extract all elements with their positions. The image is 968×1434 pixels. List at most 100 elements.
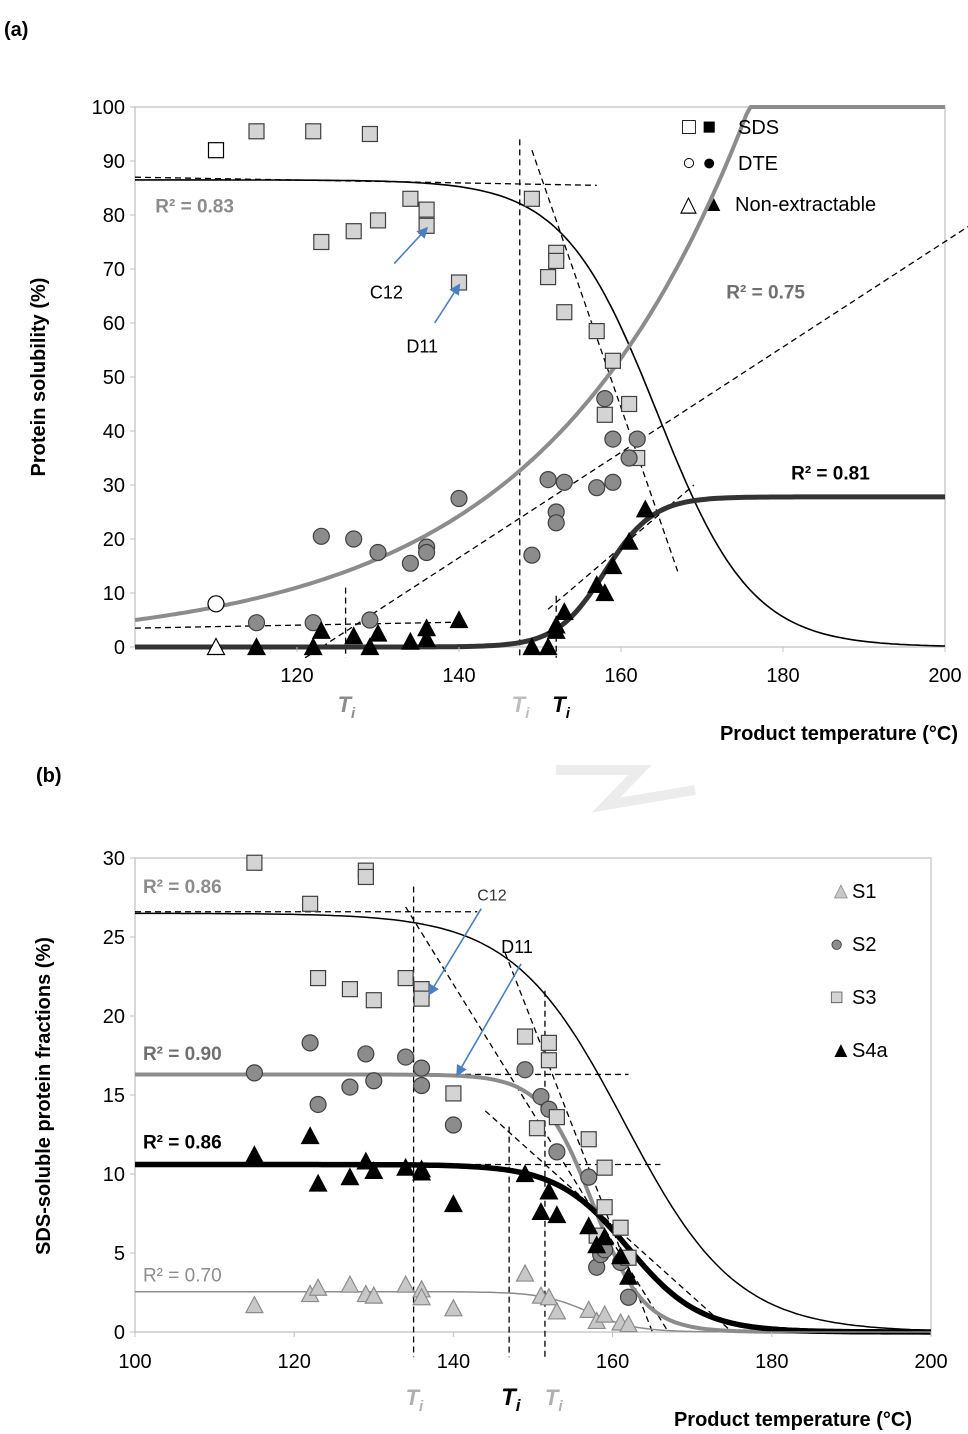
x-tick-label: 180	[766, 665, 799, 687]
circle-marker	[345, 530, 363, 548]
callout-arrow	[434, 283, 461, 324]
x-tick-label: 140	[437, 1351, 470, 1373]
y-tick-label: 100	[92, 97, 125, 119]
circle-marker	[596, 390, 614, 408]
y-tick-label: 5	[114, 1243, 125, 1265]
triangle-marker	[603, 556, 623, 575]
triangle-marker	[368, 623, 388, 642]
square-marker	[361, 125, 378, 143]
annotation-label: C12	[477, 888, 506, 905]
fit-curve	[135, 912, 932, 1332]
circle-marker	[341, 1078, 359, 1096]
square-marker	[596, 406, 613, 423]
square-marker	[418, 217, 435, 234]
legend-a-symbols-2: △ ▲	[680, 191, 725, 216]
y-axis-title-a: Protein solubility (%)	[28, 278, 50, 477]
panel-b: (b) R² = 0.86 R² = 0.90 R² = 0.86 R² = 0.70…	[33, 765, 948, 1431]
fit-curve	[135, 494, 945, 650]
guide-line	[504, 952, 654, 1333]
triangle-marker	[396, 1274, 416, 1293]
circle-marker	[309, 1095, 327, 1114]
square-marker	[612, 1219, 629, 1236]
square-marker	[516, 1028, 534, 1045]
triangle-marker	[546, 615, 566, 634]
panel-a: (a) R² = 0.83 R² = 0.75 R² = 0.81 C12 D11 0 1…	[4, 19, 968, 745]
ti-label: Ti	[552, 692, 570, 722]
guide-lines-b	[135, 886, 733, 1358]
triangle-marker	[619, 531, 639, 550]
circle-marker	[620, 449, 638, 467]
x-tick-label: 160	[604, 665, 637, 687]
triangle-marker	[412, 1162, 432, 1181]
triangle-marker	[400, 631, 420, 650]
square-marker	[413, 990, 430, 1007]
y-tick-label: 60	[103, 313, 125, 335]
guide-line	[134, 621, 460, 629]
square-marker	[369, 212, 387, 229]
circle-marker	[247, 614, 266, 632]
triangle-marker	[340, 1167, 360, 1186]
triangle-marker	[412, 1287, 432, 1306]
triangle-marker	[539, 1181, 559, 1200]
circle-marker	[365, 1072, 383, 1090]
legend-b-symbol-3: ▲	[830, 1037, 852, 1062]
square-marker	[402, 190, 419, 207]
panel-label-b: (b)	[36, 765, 62, 787]
circle-marker	[357, 1045, 375, 1063]
triangle-marker	[449, 610, 469, 629]
square-marker	[556, 304, 573, 321]
triangle-marker	[635, 499, 655, 518]
triangle-marker	[443, 1298, 463, 1317]
y-axis-title-b: SDS-soluble protein fractions (%)	[33, 937, 55, 1255]
y-tick-label: 20	[103, 529, 125, 551]
legend-a-label-0: SDS	[738, 117, 779, 139]
circle-marker	[361, 611, 379, 629]
annotation-label: D11	[501, 937, 533, 957]
triangle-marker	[619, 1314, 639, 1333]
y-tick-label: 0	[114, 1322, 125, 1344]
y-tick-label: 30	[103, 848, 125, 870]
triangle-marker	[308, 1277, 328, 1296]
legend-b-label-3: S4a	[852, 1040, 888, 1062]
triangle-marker	[554, 602, 574, 621]
square-marker	[341, 981, 359, 998]
triangle-marker	[587, 575, 607, 594]
legend-b-symbol-2: ■	[830, 984, 843, 1009]
annotation-label: R² = 0.86	[143, 877, 222, 898]
y-tick-label: 50	[103, 367, 125, 389]
arrows-b	[428, 908, 522, 1077]
annotations-b: R² = 0.86 R² = 0.90 R² = 0.86 R² = 0.70 C12 D…	[143, 877, 533, 1287]
y-tick-label: 10	[103, 583, 125, 605]
circle-marker	[450, 489, 468, 508]
circle-marker	[401, 554, 419, 572]
circle-marker	[397, 1048, 415, 1066]
square-marker	[580, 1131, 597, 1148]
y-tick-label: 10	[103, 1164, 125, 1186]
triangle-marker	[547, 1205, 567, 1224]
triangle-marker	[579, 1300, 599, 1318]
triangle-marker	[340, 1274, 360, 1293]
panel-label-a: (a)	[4, 19, 28, 41]
triangle-marker	[579, 1216, 599, 1235]
annotation-label: R² = 0.75	[726, 283, 805, 304]
y-tick-label: 90	[103, 151, 125, 173]
y-tick-label: 0	[114, 637, 125, 659]
circle-marker	[619, 1288, 638, 1306]
x-tick-label: 200	[914, 1351, 947, 1373]
triangle-marker	[360, 637, 380, 656]
ti-labels-b: Ti Ti Ti	[406, 1384, 564, 1415]
triangle-marker	[547, 1301, 567, 1320]
y-tick-label: 15	[103, 1085, 125, 1107]
x-ticks-a: 120 140 160 180 200	[280, 647, 962, 687]
square-marker	[309, 969, 327, 987]
ti-label: Ti	[512, 692, 530, 722]
legend-b-label-1: S2	[852, 934, 876, 956]
ti-labels-a: Ti Ti Ti	[338, 692, 571, 722]
circle-marker	[580, 1168, 598, 1186]
triangle-marker	[308, 1173, 328, 1192]
legend-a-symbols-1: ○ ●	[682, 149, 716, 175]
circle-marker	[369, 543, 387, 562]
triangle-marker	[364, 1285, 384, 1304]
annotation-label: R² = 0.70	[143, 1265, 222, 1286]
circle-marker	[444, 1116, 462, 1134]
